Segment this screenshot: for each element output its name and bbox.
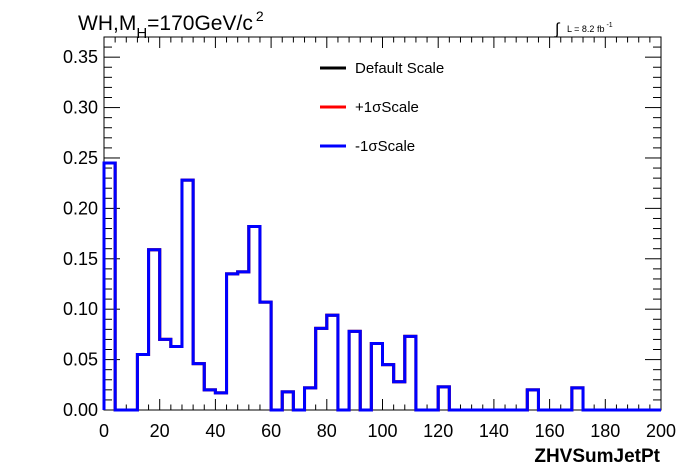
x-tick-label: 120	[423, 421, 453, 441]
histogram-series	[102, 161, 661, 412]
x-axis-label: ZHVSumJetPt	[534, 446, 660, 467]
y-tick-label: 0.25	[63, 148, 98, 168]
chart-title: WH,MH=170GeV/c 2	[78, 8, 264, 42]
x-tick-label: 80	[317, 421, 337, 441]
legend-label: Default Scale	[355, 60, 444, 77]
histogram-line-series-2	[102, 161, 661, 412]
x-tick-label: 180	[590, 421, 620, 441]
x-tick-label: 160	[535, 421, 565, 441]
lumi-label: L = 8.2 fb -1	[567, 22, 613, 34]
axis-ticks	[103, 36, 662, 411]
x-tick-label: 20	[150, 421, 170, 441]
y-tick-label: 0.00	[63, 400, 98, 420]
histogram-line-series-0	[102, 161, 661, 412]
x-tick-label: 200	[646, 421, 676, 441]
x-tick-label: 140	[479, 421, 509, 441]
legend: Default Scale +1σScale -1σScale	[320, 60, 444, 155]
y-tick-label: 0.10	[63, 299, 98, 319]
x-tick-label: 40	[205, 421, 225, 441]
x-tick-label: 0	[99, 421, 109, 441]
x-tick-label: 60	[261, 421, 281, 441]
y-tick-label: 0.35	[63, 47, 98, 67]
x-tick-label: 100	[367, 421, 397, 441]
histogram-line-series-1	[102, 161, 661, 412]
axis-tick-labels: 0 20 40 60 80 100 120 140 160 180 200 0.00 0.05 0.10 0…	[63, 47, 676, 441]
y-tick-label: 0.15	[63, 249, 98, 269]
y-tick-label: 0.20	[63, 198, 98, 218]
legend-label: -1σScale	[355, 138, 415, 155]
y-tick-label: 0.30	[63, 98, 98, 118]
y-tick-label: 0.05	[63, 350, 98, 370]
legend-label: +1σScale	[355, 99, 419, 116]
lumi-integral-symbol: ∫	[554, 21, 561, 38]
